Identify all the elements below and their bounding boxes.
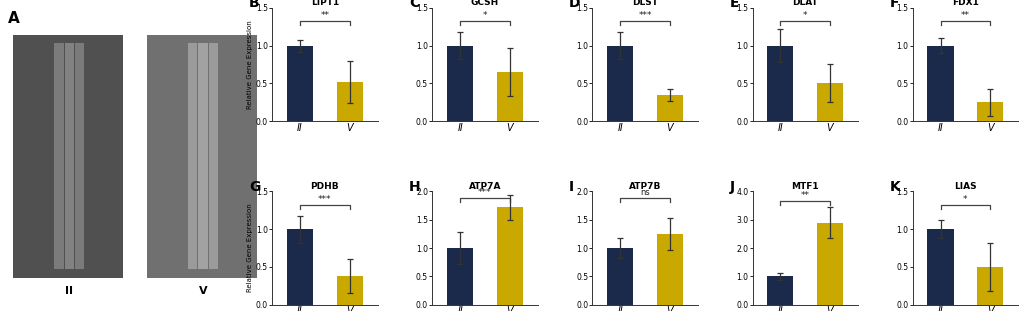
Y-axis label: Relative Gene Expression: Relative Gene Expression	[247, 20, 253, 109]
Text: *: *	[482, 12, 487, 21]
Bar	[187, 44, 197, 269]
Text: G: G	[249, 180, 260, 194]
Y-axis label: Relative Gene Expression: Relative Gene Expression	[247, 204, 253, 292]
Bar	[198, 44, 208, 269]
Title: PDHB: PDHB	[310, 182, 339, 191]
Bar	[606, 248, 633, 305]
Bar	[147, 35, 257, 278]
Text: K: K	[889, 180, 900, 194]
Bar	[286, 229, 313, 305]
Title: ATP7B: ATP7B	[629, 182, 660, 191]
Bar	[54, 44, 63, 269]
Bar	[286, 46, 313, 121]
Title: LIPT1: LIPT1	[311, 0, 338, 7]
Text: I: I	[569, 180, 574, 194]
Bar	[64, 44, 74, 269]
Text: II: II	[65, 286, 73, 296]
Text: **: **	[800, 192, 809, 200]
Bar	[446, 248, 473, 305]
Text: A: A	[8, 11, 19, 26]
Bar	[209, 44, 218, 269]
Bar	[766, 46, 793, 121]
Bar	[75, 44, 85, 269]
Text: ns: ns	[640, 188, 649, 197]
Text: C: C	[409, 0, 419, 11]
Title: ATP7A: ATP7A	[469, 182, 500, 191]
Bar	[336, 82, 363, 121]
Bar	[766, 276, 793, 305]
Text: F: F	[889, 0, 898, 11]
Bar	[496, 72, 523, 121]
Text: ***: ***	[318, 195, 331, 204]
Text: H: H	[409, 180, 420, 194]
Bar	[446, 46, 473, 121]
Bar	[976, 102, 1002, 121]
Text: ***: ***	[478, 188, 491, 197]
Text: *: *	[802, 12, 807, 21]
Bar	[336, 276, 363, 305]
Bar	[496, 207, 523, 305]
Text: J: J	[729, 180, 734, 194]
Bar	[606, 46, 633, 121]
Title: LIAS: LIAS	[953, 182, 975, 191]
Bar	[816, 83, 842, 121]
Text: **: **	[320, 12, 329, 21]
Title: DLST: DLST	[632, 0, 657, 7]
Text: ***: ***	[638, 12, 651, 21]
Title: FDX1: FDX1	[951, 0, 978, 7]
Bar	[976, 267, 1002, 305]
Text: **: **	[960, 12, 969, 21]
Text: B: B	[249, 0, 260, 11]
Bar	[926, 229, 953, 305]
Bar	[13, 35, 123, 278]
Bar	[926, 46, 953, 121]
Text: D: D	[569, 0, 580, 11]
Bar	[656, 234, 682, 305]
Title: GCSH: GCSH	[471, 0, 498, 7]
Text: E: E	[729, 0, 738, 11]
Bar	[816, 223, 842, 305]
Title: MTF1: MTF1	[791, 182, 818, 191]
Text: *: *	[962, 195, 967, 204]
Title: DLAT: DLAT	[792, 0, 817, 7]
Text: V: V	[199, 286, 207, 296]
Bar	[656, 95, 682, 121]
